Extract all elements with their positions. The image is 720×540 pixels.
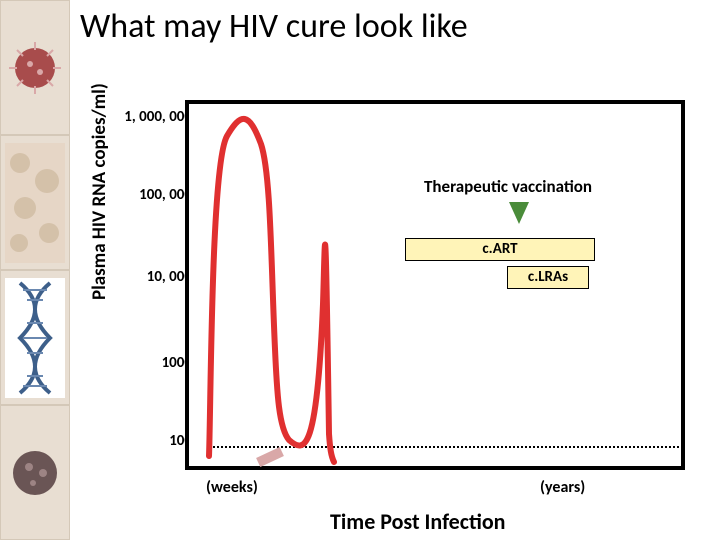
arrow-down-icon: [509, 202, 529, 224]
thumb-virus-2: [0, 405, 70, 540]
slide-title: What may HIV cure look like: [80, 6, 468, 47]
ytick-1e4: 10, 000: [122, 268, 192, 286]
therapeutic-vaccination-label: Therapeutic vaccination: [424, 176, 592, 197]
xtick-weeks: (weeks): [206, 478, 258, 497]
thumb-tissue: [0, 135, 70, 270]
y-axis-label: Plasma HIV RNA copies/ml): [88, 83, 111, 300]
thumb-dna: [0, 270, 70, 405]
cart-band: c.ART: [405, 238, 595, 261]
ytick-1e2: 100: [122, 432, 192, 450]
ytick-1e6: 1, 000, 000: [122, 108, 192, 126]
viral-load-curve: [189, 104, 689, 474]
ytick-1e3: 1000: [122, 354, 192, 372]
thumb-virus-1: [0, 0, 70, 135]
dna-icon: [5, 278, 65, 398]
sidebar-thumbnails: [0, 0, 70, 540]
plot-frame: Therapeutic vaccination c.ART c.LRAs: [185, 100, 685, 470]
xtick-years: (years): [540, 478, 585, 497]
ytick-1e5: 100, 000: [122, 186, 192, 204]
virus-icon: [5, 443, 65, 503]
clras-band: c.LRAs: [507, 266, 589, 289]
plot-area: Therapeutic vaccination c.ART c.LRAs: [189, 104, 681, 466]
x-axis-label: Time Post Infection: [330, 508, 505, 535]
tissue-icon: [5, 143, 65, 263]
virus-icon: [5, 38, 65, 98]
